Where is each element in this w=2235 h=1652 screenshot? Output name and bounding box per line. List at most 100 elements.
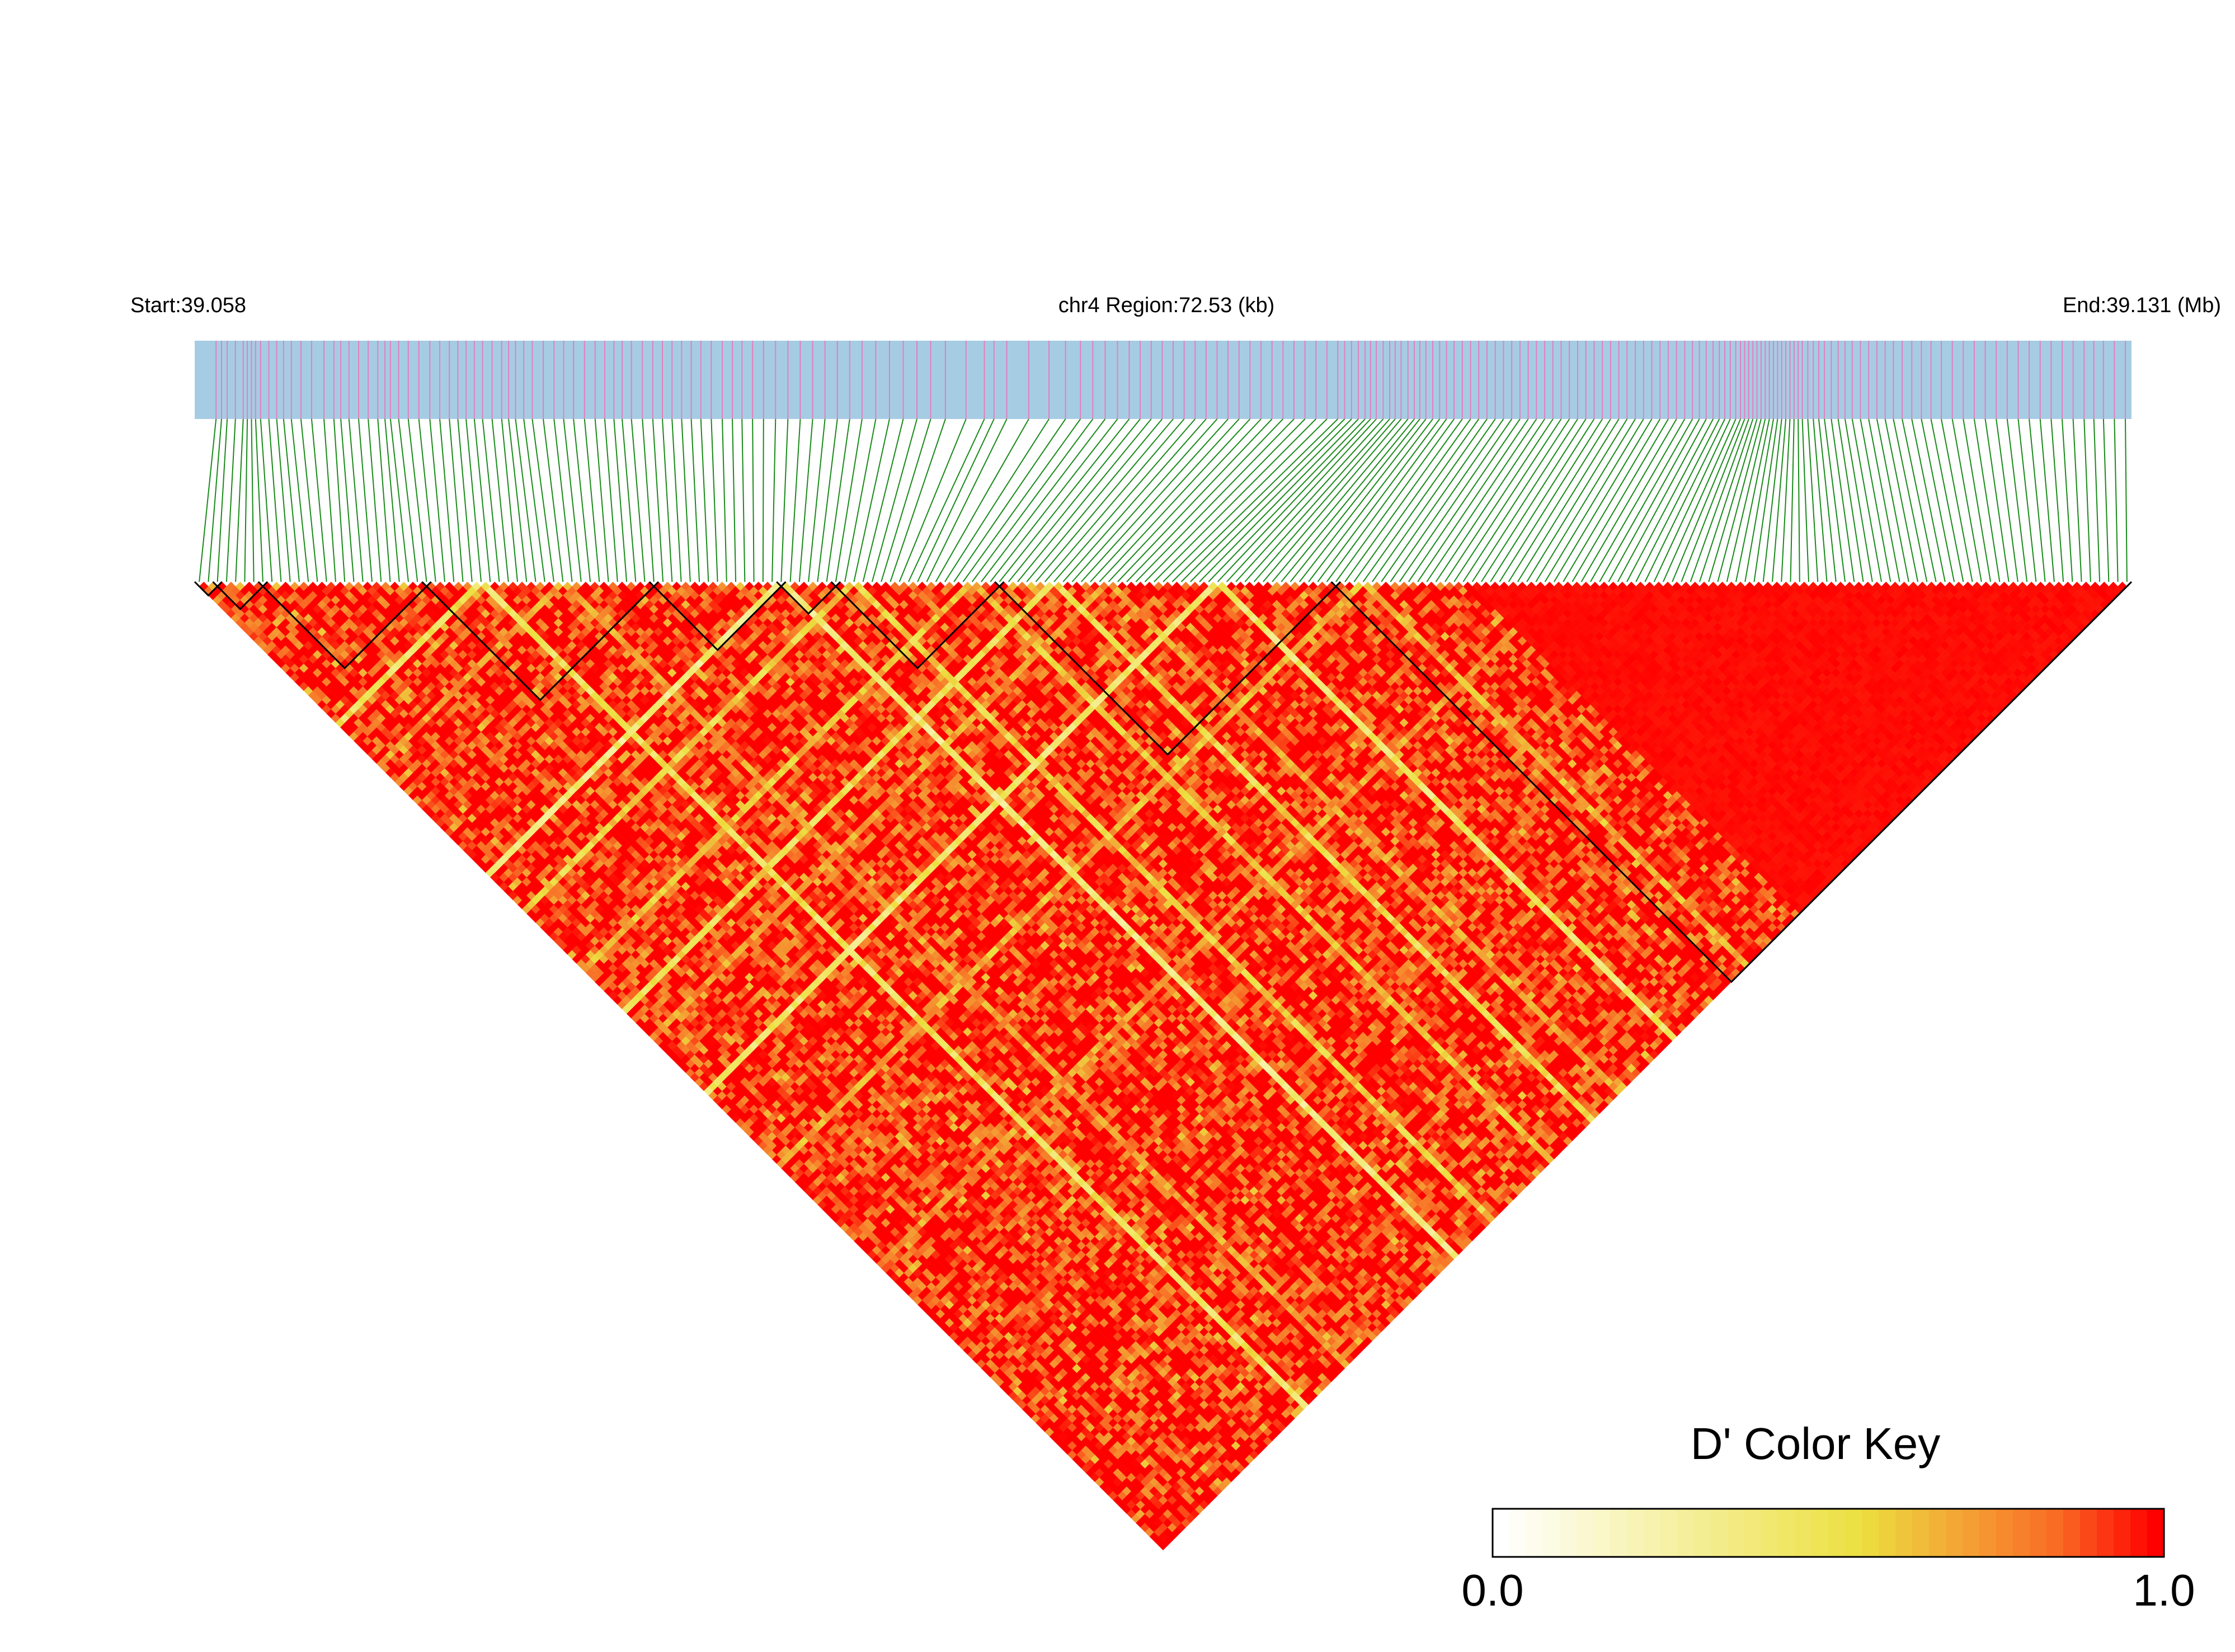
marker-connector [508, 418, 528, 582]
marker-connector [1690, 418, 1749, 582]
marker-connector [853, 418, 890, 582]
marker-connector [690, 418, 700, 582]
marker-connector [515, 418, 537, 582]
marker-connector [1154, 418, 1316, 582]
marker-connector [2006, 418, 2028, 582]
marker-connector [1544, 418, 1644, 582]
marker-connector [1744, 418, 1774, 582]
marker-connector [543, 418, 564, 582]
marker-connector [741, 418, 746, 582]
marker-connector [418, 418, 436, 582]
marker-connector [1851, 418, 1883, 582]
marker-connector [1426, 418, 1537, 582]
marker-connector [1672, 418, 1742, 582]
marker-connector [491, 418, 509, 582]
marker-connector [1717, 418, 1762, 582]
marker-connector [1818, 418, 1837, 582]
marker-connector [1753, 418, 1778, 582]
marker-connector [817, 418, 838, 582]
marker-connector [1244, 418, 1390, 582]
marker-connector [700, 418, 709, 582]
marker-connector [482, 418, 500, 582]
marker-connector [377, 418, 391, 582]
marker-connector [255, 418, 264, 582]
marker-connector [844, 418, 877, 582]
marker-connector [881, 418, 931, 582]
marker-connector [398, 418, 418, 582]
marker-connector [1353, 418, 1471, 582]
marker-connector [1735, 418, 1770, 582]
region-start-label: Start:39.058 [130, 294, 246, 317]
marker-connector [1308, 418, 1433, 582]
marker-connector [1481, 418, 1587, 582]
marker-connector [604, 418, 618, 582]
marker-connector [2039, 418, 2055, 582]
marker-connector [2125, 418, 2128, 582]
marker-connector [671, 418, 682, 582]
marker-connector [1837, 418, 1864, 582]
marker-connector [630, 418, 646, 582]
marker-connector [2114, 418, 2119, 582]
marker-connector [1635, 418, 1720, 582]
marker-connector [407, 418, 427, 582]
marker-connector [429, 418, 445, 582]
marker-connector [1381, 418, 1496, 582]
marker-connector [762, 418, 764, 582]
marker-connector [962, 418, 1081, 582]
marker-connector [1951, 418, 1982, 582]
marker-connector [389, 418, 409, 582]
marker-connector [1996, 418, 2018, 582]
marker-connector [563, 418, 582, 582]
marker-connector [935, 418, 1029, 582]
marker-connector [1362, 418, 1480, 582]
marker-connector [1563, 418, 1661, 582]
marker-connector [1062, 418, 1207, 582]
marker-connector [199, 418, 217, 582]
marker-connector [300, 418, 318, 582]
marker-connector [1190, 418, 1352, 582]
marker-connector [1080, 418, 1229, 582]
marker-connector [439, 418, 455, 582]
marker-connector [1831, 418, 1855, 582]
marker-connector [771, 418, 777, 582]
marker-connector [907, 418, 985, 582]
marker-connector [348, 418, 364, 582]
marker-connector [1813, 418, 1828, 582]
marker-connector [1699, 418, 1754, 582]
marker-connector [711, 418, 718, 582]
marker-connector [1017, 418, 1152, 582]
marker-connector [1144, 418, 1306, 582]
marker-connector [276, 418, 291, 582]
marker-connector [1235, 418, 1384, 582]
marker-connector [1444, 418, 1554, 582]
marker-connector [1417, 418, 1529, 582]
marker-connector [642, 418, 655, 582]
marker-connector [1681, 418, 1745, 582]
marker-connector [1902, 418, 1937, 582]
marker-connector [1798, 418, 1800, 582]
marker-connector [1180, 418, 1345, 582]
marker-connector [1326, 418, 1447, 582]
marker-connector [368, 418, 382, 582]
marker-connector [260, 418, 273, 582]
marker-connector [1099, 418, 1251, 582]
marker-connector [1053, 418, 1196, 582]
marker-connector [473, 418, 491, 582]
marker-connector [244, 418, 248, 582]
marker-connector [798, 418, 813, 582]
marker-connector [926, 418, 1008, 582]
marker-connector [1941, 418, 1973, 582]
marker-connector [1824, 418, 1846, 582]
marker-connector [208, 418, 222, 582]
marker-connector [732, 418, 737, 582]
marker-connector [1135, 418, 1295, 582]
marker-connector [1281, 418, 1415, 582]
marker-connector [1226, 418, 1377, 582]
marker-connector [1807, 418, 1819, 582]
marker-connector [1471, 418, 1578, 582]
marker-connector [1208, 418, 1366, 582]
marker-connector [1199, 418, 1359, 582]
marker-connector [1090, 418, 1240, 582]
marker-connector [1335, 418, 1455, 582]
